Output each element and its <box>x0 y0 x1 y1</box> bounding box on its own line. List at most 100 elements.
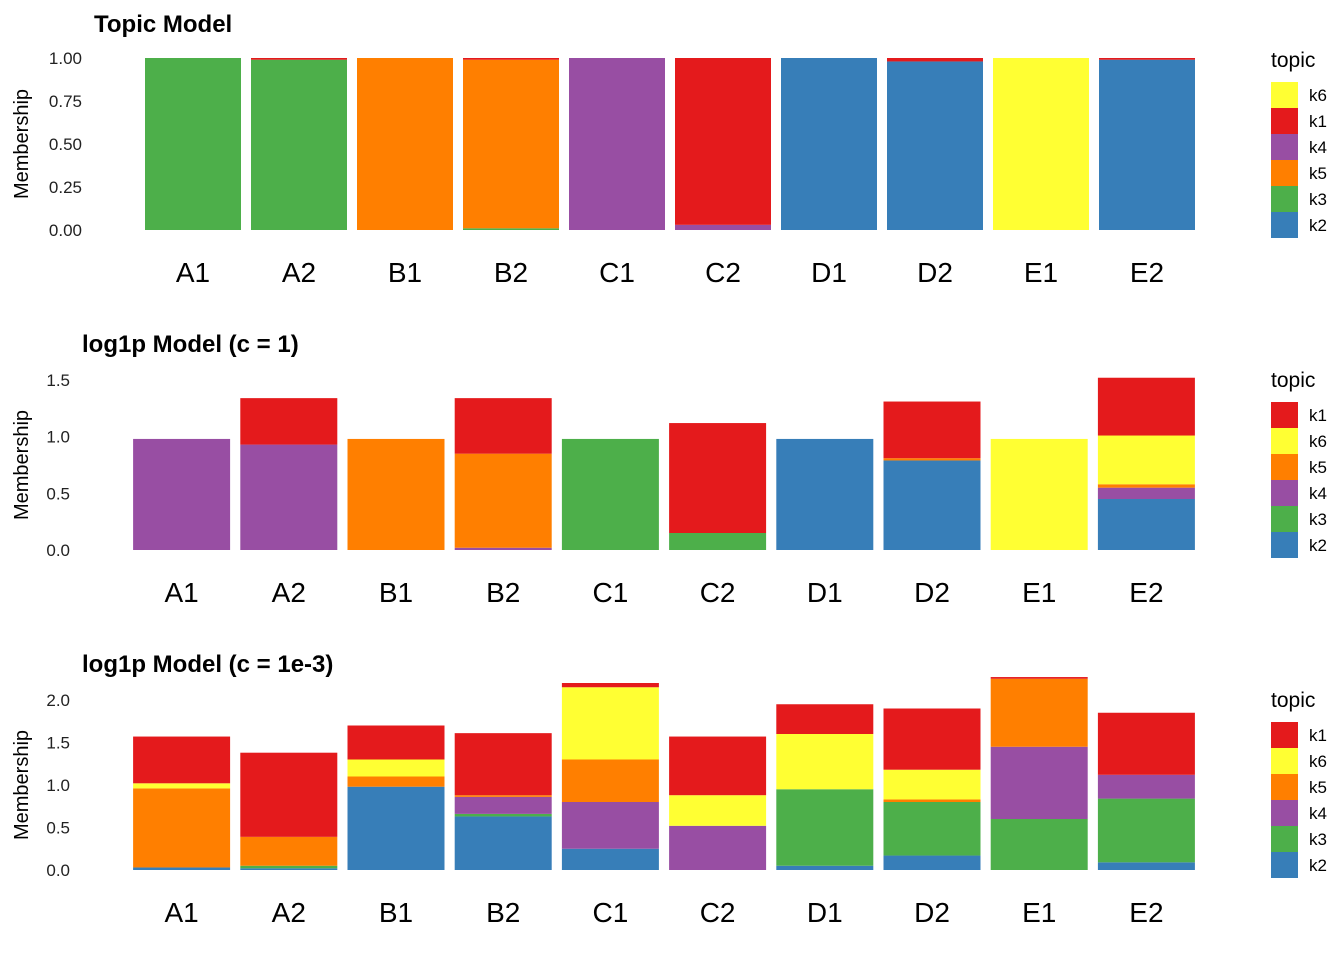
legend-label: k5 <box>1309 164 1327 183</box>
legend-label: k1 <box>1309 726 1327 745</box>
x-category-label: E2 <box>1129 897 1163 928</box>
x-category-label: D2 <box>914 577 950 608</box>
bar-segment-B2-k3 <box>463 228 559 230</box>
bar-segment-D2-k6 <box>883 769 981 800</box>
bar-segment-E2-k4 <box>1097 487 1195 499</box>
x-category-label: D1 <box>807 897 843 928</box>
y-tick-label: 0.50 <box>49 135 82 154</box>
x-category-label: C2 <box>700 577 736 608</box>
bar-segment-E2-k1 <box>1097 377 1195 436</box>
bar-segment-C1-k6 <box>561 687 659 760</box>
y-tick-label: 0.0 <box>46 541 70 560</box>
legend-swatch-k4 <box>1271 480 1298 506</box>
bar-segment-A2-k1 <box>240 752 338 837</box>
bar-segment-A2-k1 <box>240 398 338 445</box>
bar-segment-B1-k2 <box>347 786 445 870</box>
x-category-label: C2 <box>700 897 736 928</box>
x-category-label: A2 <box>272 897 306 928</box>
bar-segment-B2-k5 <box>454 453 552 548</box>
legend-title: topic <box>1271 49 1315 72</box>
bar-segment-B1-k5 <box>347 776 445 787</box>
legend-label: k2 <box>1309 216 1327 235</box>
legend-swatch-k6 <box>1271 428 1298 454</box>
bar-segment-C2-k3 <box>669 533 767 550</box>
legend-swatch-k1 <box>1271 402 1298 428</box>
bar-segment-C2-k1 <box>675 58 771 225</box>
y-tick-label: 2.0 <box>46 691 70 710</box>
legend-label: k6 <box>1309 432 1327 451</box>
x-category-label: D1 <box>807 577 843 608</box>
bar-segment-B2-k1 <box>454 398 552 454</box>
bar-segment-E2-k2 <box>1097 862 1195 870</box>
legend-label: k5 <box>1309 778 1327 797</box>
x-category-label: A1 <box>164 897 198 928</box>
bar-segment-E2-k3 <box>1097 798 1195 863</box>
x-category-label: E1 <box>1022 897 1056 928</box>
bar-segment-C2-k4 <box>675 224 771 230</box>
bar-segment-E1-k3 <box>990 819 1088 870</box>
y-axis-label: Membership <box>11 410 33 520</box>
legend-label: k3 <box>1309 510 1327 529</box>
bar-segment-D2-k2 <box>883 855 981 870</box>
bar-segment-A1-k6 <box>133 783 231 789</box>
legend-title: topic <box>1271 369 1315 392</box>
bar-segment-E1-k4 <box>990 746 1088 819</box>
x-category-label: C2 <box>705 257 741 288</box>
y-tick-label: 1.0 <box>46 428 70 447</box>
bar-segment-D2-k5 <box>883 458 981 461</box>
legend-label: k4 <box>1309 804 1327 823</box>
x-category-label: A1 <box>176 257 210 288</box>
bar-segment-D1-k6 <box>776 734 874 790</box>
x-category-label: D2 <box>914 897 950 928</box>
bar-segment-D1-k2 <box>781 58 877 230</box>
x-category-label: A2 <box>272 577 306 608</box>
bar-segment-D2-k1 <box>883 401 981 459</box>
bar-segment-A1-k1 <box>133 736 231 784</box>
legend-label: k4 <box>1309 484 1327 503</box>
chart-title: Topic Model <box>94 11 232 38</box>
bar-segment-A1-k5 <box>133 788 231 868</box>
x-category-label: B2 <box>486 577 520 608</box>
x-category-label: A2 <box>282 257 316 288</box>
bar-segment-C1-k5 <box>561 759 659 802</box>
x-category-label: D2 <box>917 257 953 288</box>
bar-segment-E2-k6 <box>1097 435 1195 485</box>
bar-segment-D2-k3 <box>883 802 981 856</box>
legend-title: topic <box>1271 689 1315 712</box>
y-axis-label: Membership <box>11 89 33 199</box>
legend-swatch-k2 <box>1271 532 1298 558</box>
x-category-label: C1 <box>593 577 629 608</box>
bar-segment-D2-k2 <box>883 460 981 550</box>
y-tick-label: 1.5 <box>46 734 70 753</box>
chart-panel-3: log1p Model (c = 1e-3) Membership 2.0 1.5 1.… <box>11 651 1327 928</box>
bar-segment-E2-k2 <box>1097 499 1195 550</box>
bar-segment-A2-k5 <box>240 836 338 866</box>
y-tick-label: 0.5 <box>46 484 70 503</box>
legend-swatch-k1 <box>1271 722 1298 748</box>
bar-segment-B2-k5 <box>463 59 559 229</box>
bar-segment-C2-k6 <box>669 795 767 826</box>
bar-segment-D1-k2 <box>776 865 874 870</box>
bar-segment-E2-k4 <box>1097 774 1195 799</box>
y-tick-label: 0.25 <box>49 178 82 197</box>
bar-segment-E1-k5 <box>990 678 1088 747</box>
legend-swatch-k5 <box>1271 774 1298 800</box>
legend-label: k6 <box>1309 752 1327 771</box>
legend-swatch-k4 <box>1271 134 1298 160</box>
legend-swatch-k6 <box>1271 82 1298 108</box>
bar-segment-A2-k2 <box>240 868 338 870</box>
legend-label: k2 <box>1309 536 1327 555</box>
y-tick-label: 0.00 <box>49 221 82 240</box>
bar-segment-B2-k1 <box>463 58 559 60</box>
bar-segment-B1-k6 <box>347 759 445 777</box>
x-category-label: E1 <box>1024 257 1058 288</box>
legend-swatch-k4 <box>1271 800 1298 826</box>
bar-segment-B1-k5 <box>347 438 445 550</box>
bar-segment-C1-k4 <box>569 58 665 230</box>
legend-swatch-k1 <box>1271 108 1298 134</box>
bar-segment-D2-k2 <box>887 61 983 230</box>
chart-title: log1p Model (c = 1) <box>82 331 299 358</box>
x-category-label: E2 <box>1130 257 1164 288</box>
x-category-label: B1 <box>388 257 422 288</box>
